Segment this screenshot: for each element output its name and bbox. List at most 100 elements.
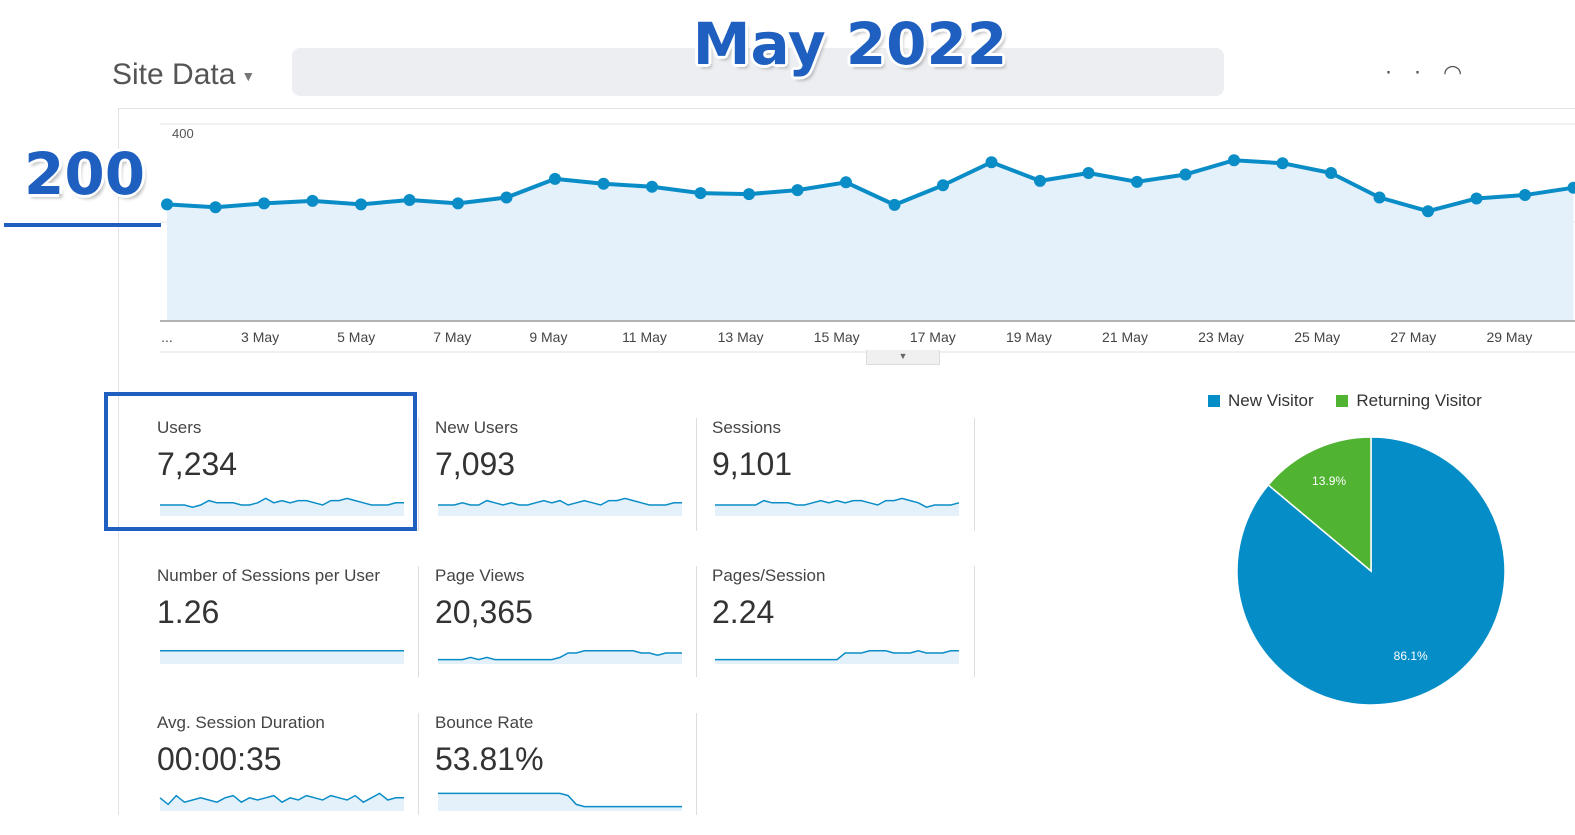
x-tick-label: 7 May [433,329,471,345]
data-point[interactable] [258,197,270,209]
metric-value: 53.81% [435,741,544,778]
chart-area [167,160,1574,320]
x-tick-label: 13 May [718,329,764,345]
data-point[interactable] [355,198,367,210]
metric-pages-session[interactable]: Pages/Session 2.24 [712,566,974,688]
metric-page-views[interactable]: Page Views 20,365 [435,566,697,688]
metric-label: Sessions [712,418,781,438]
pie-slice-label: 86.1% [1394,649,1428,663]
x-tick-label: 5 May [337,329,375,345]
sparkline-area [438,793,682,811]
metric-value: 00:00:35 [157,741,282,778]
data-point[interactable] [404,194,416,206]
x-tick-label: 27 May [1390,329,1436,345]
metric-value: 20,365 [435,594,533,631]
metric-sparkline [437,628,683,668]
data-point[interactable] [501,192,513,204]
x-tick-label: 15 May [814,329,860,345]
data-point[interactable] [307,195,319,207]
metric-value: 9,101 [712,446,792,483]
legend-item-new-visitor[interactable]: New Visitor [1208,391,1314,411]
metric-sparkline [437,480,683,520]
pie-slice-label: 13.9% [1312,474,1346,488]
metric-label: Page Views [435,566,524,586]
overlay-ylabel: 200 [24,140,145,208]
data-point[interactable] [1180,168,1192,180]
visitor-pie-chart: 86.1% 13.9% [1230,430,1530,720]
metric-divider [974,418,975,531]
sparkline-area [160,651,404,664]
metric-value: 2.24 [712,594,774,631]
metric-new-users[interactable]: New Users 7,093 [435,418,697,540]
x-tick-label: 19 May [1006,329,1052,345]
data-point[interactable] [646,181,658,193]
data-point[interactable] [937,179,949,191]
metric-sessions[interactable]: Sessions 9,101 [712,418,974,540]
sparkline-area [715,651,959,664]
legend-item-returning-visitor[interactable]: Returning Visitor [1336,391,1481,411]
metric-divider [696,713,697,815]
legend-swatch [1208,395,1220,407]
metric-divider [418,566,419,677]
metric-divider [696,418,697,531]
metric-sparkline [159,775,405,815]
metric-avg-session-duration[interactable]: Avg. Session Duration 00:00:35 [157,713,419,835]
metric-label: Bounce Rate [435,713,533,733]
legend-label: New Visitor [1228,391,1314,410]
data-point[interactable] [1277,157,1289,169]
metric-divider [418,713,419,815]
data-point[interactable] [1471,192,1483,204]
overlay-title: May 2022 [0,10,1575,78]
data-point[interactable] [1083,167,1095,179]
data-point[interactable] [161,198,173,210]
metric-bounce-rate[interactable]: Bounce Rate 53.81% [435,713,697,835]
x-tick-label: 21 May [1102,329,1148,345]
metric-divider [974,566,975,677]
data-point[interactable] [1034,175,1046,187]
x-tick-label: 25 May [1294,329,1340,345]
users-line-chart: 400 200... 3 May 5 May 7 May 9 May 11 May 13 Ma… [0,115,1575,355]
chevron-down-icon: ▼ [899,351,908,361]
metric-value: 1.26 [157,594,219,631]
overlay-underline [4,223,161,227]
metric-value: 7,093 [435,446,515,483]
data-point[interactable] [986,156,998,168]
metric-sparkline [714,480,960,520]
x-tick-label: 29 May [1486,329,1532,345]
data-point[interactable] [695,187,707,199]
collapse-chart-toggle[interactable]: ▼ [866,350,940,365]
x-tick-label: 23 May [1198,329,1244,345]
metric-label: New Users [435,418,518,438]
data-point[interactable] [1519,189,1531,201]
data-point[interactable] [1325,167,1337,179]
data-point[interactable] [598,178,610,190]
legend-label: Returning Visitor [1356,391,1481,410]
metric-label: Number of Sessions per User [157,566,380,586]
data-point[interactable] [210,201,222,213]
y-tick-label: 400 [172,126,194,141]
legend-swatch [1336,395,1348,407]
users-highlight-box [104,392,417,531]
x-tick-label: 3 May [241,329,279,345]
data-point[interactable] [1374,192,1386,204]
x-tick-label: 17 May [910,329,956,345]
x-tick-label: 9 May [529,329,567,345]
x-tick-label: 11 May [622,329,667,345]
data-point[interactable] [840,176,852,188]
metric-label: Pages/Session [712,566,825,586]
metric-divider [418,418,419,531]
data-point[interactable] [889,199,901,211]
metric-number-of-sessions-per-user[interactable]: Number of Sessions per User 1.26 [157,566,419,688]
data-point[interactable] [743,188,755,200]
data-point[interactable] [1422,205,1434,217]
data-point[interactable] [1228,154,1240,166]
metric-sparkline [437,775,683,815]
data-point[interactable] [1131,176,1143,188]
x-tick-label: ... [161,329,173,345]
panel-divider [118,108,1575,109]
data-point[interactable] [549,173,561,185]
data-point[interactable] [452,197,464,209]
pie-legend: New Visitor Returning Visitor [1208,391,1500,411]
metric-label: Avg. Session Duration [157,713,325,733]
data-point[interactable] [792,184,804,196]
